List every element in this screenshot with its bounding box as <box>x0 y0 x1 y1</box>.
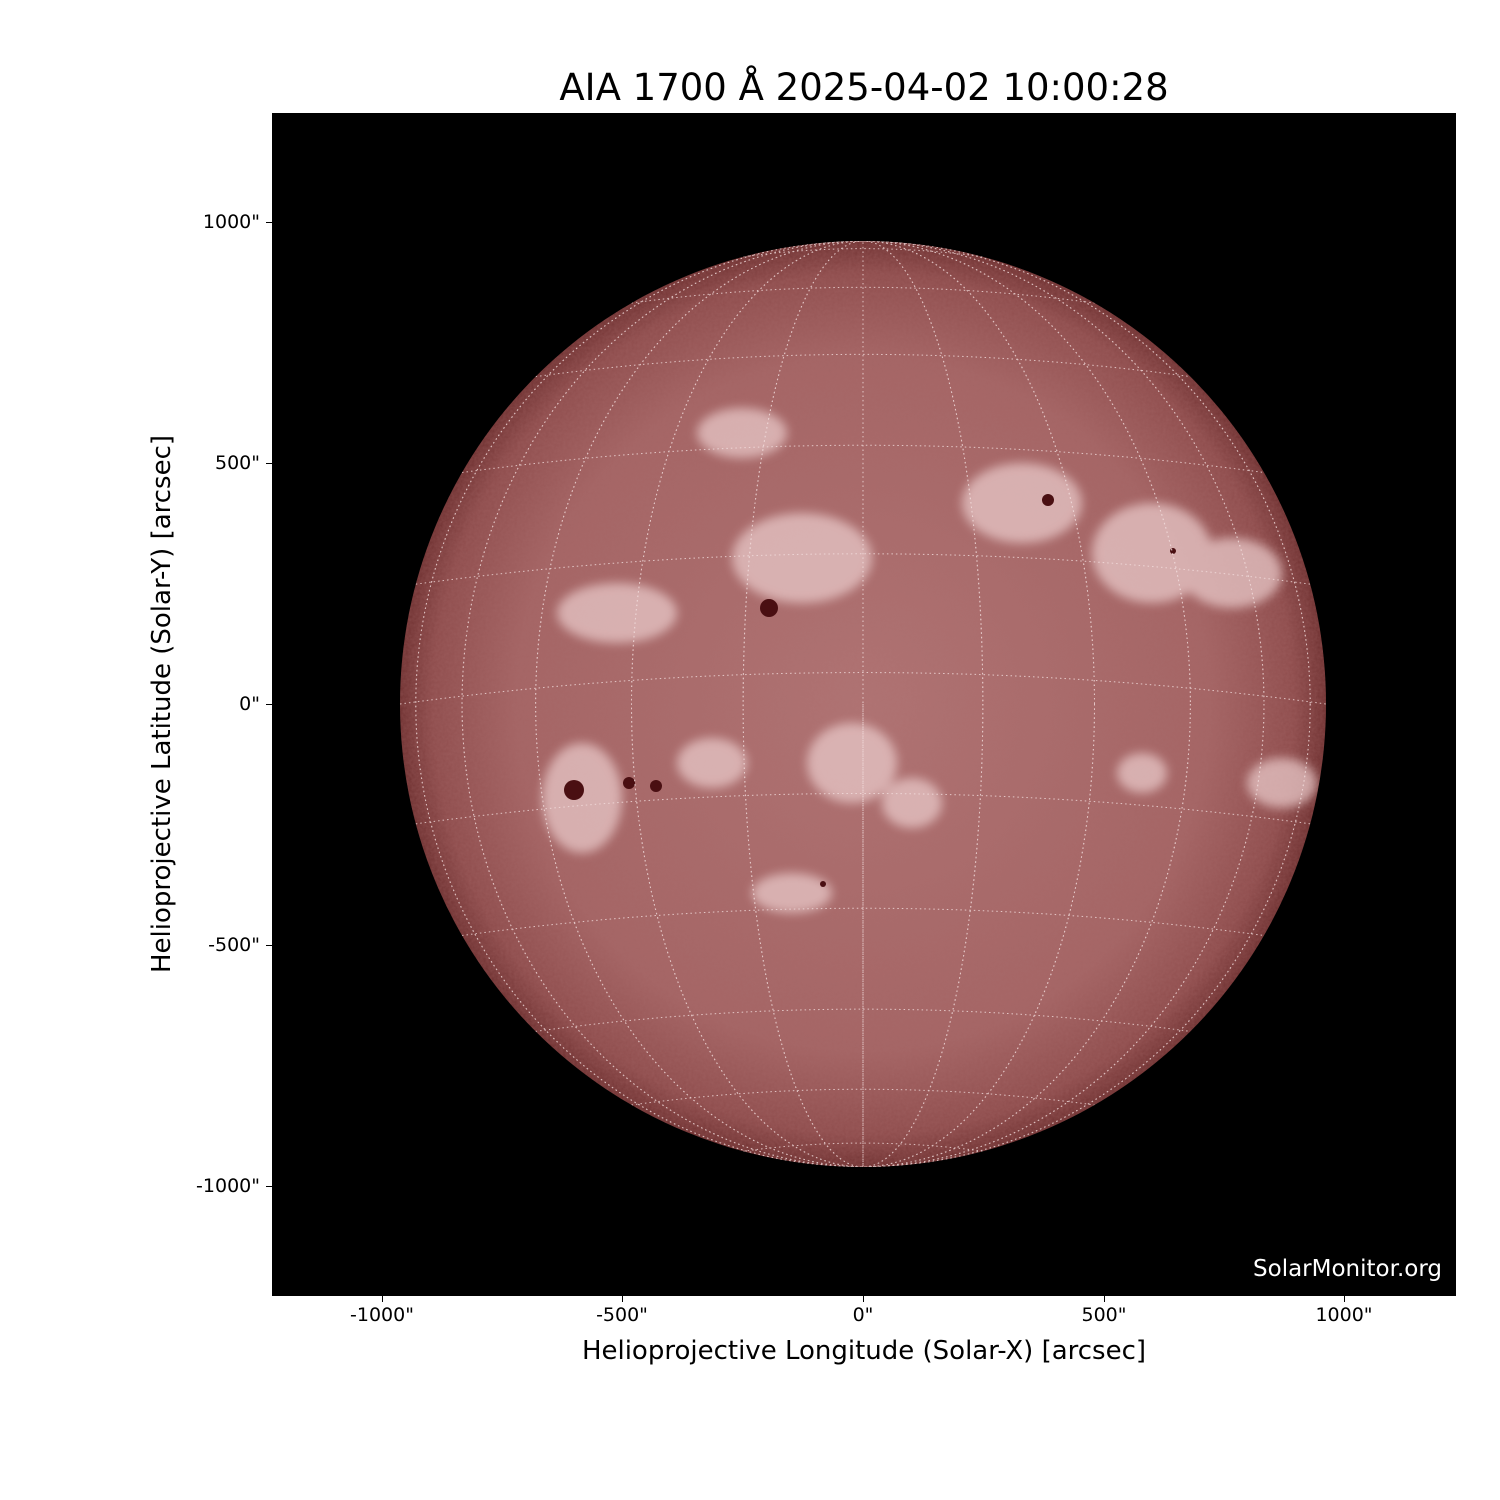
plage-region <box>557 583 677 643</box>
plot-title: AIA 1700 Å 2025-04-02 10:00:28 <box>559 66 1169 109</box>
plage-region <box>537 245 607 281</box>
sunspot <box>820 881 826 887</box>
grid-parallel <box>535 1008 1191 1032</box>
x-tick-label: -1000" <box>350 1304 414 1326</box>
x-tick-mark <box>1104 1296 1105 1302</box>
plage-region <box>1092 503 1212 603</box>
y-tick-mark <box>266 945 272 946</box>
y-tick-label: 0" <box>239 693 260 715</box>
x-tick-mark <box>622 1296 623 1302</box>
grid-meridian <box>535 241 1191 1167</box>
sunspot <box>623 777 635 789</box>
y-tick-mark <box>266 463 272 464</box>
x-tick-mark <box>863 1296 864 1302</box>
sunspot <box>760 599 778 617</box>
plage-region <box>1117 753 1167 793</box>
grid-meridian <box>631 241 1095 1167</box>
y-tick-label: 500" <box>214 452 260 474</box>
solar-disk-image <box>400 241 1326 1167</box>
x-axis-label: Helioprojective Longitude (Solar-X) [arc… <box>581 1336 1147 1366</box>
grid-parallel <box>631 286 1095 304</box>
y-tick-mark <box>266 1186 272 1187</box>
plage-region <box>542 743 622 853</box>
sunspot <box>1042 494 1054 506</box>
y-tick-label: 1000" <box>202 211 260 233</box>
x-tick-label: 1000" <box>1315 1304 1373 1326</box>
y-axis-label: Helioprojective Latitude (Solar-Y) [arcs… <box>147 434 177 974</box>
grid-parallel <box>400 672 1326 705</box>
y-tick-mark <box>266 704 272 705</box>
y-tick-label: -1000" <box>196 1175 260 1197</box>
sunspot <box>650 780 662 792</box>
heliographic-grid <box>400 241 1326 1167</box>
grid-parallel <box>631 1088 1095 1106</box>
y-tick-label: -500" <box>208 934 260 956</box>
sunspot <box>1170 548 1176 554</box>
plage-region <box>962 463 1082 543</box>
grid-parallel <box>535 353 1191 378</box>
x-tick-label: -500" <box>596 1304 648 1326</box>
plage-region <box>1182 538 1282 608</box>
sunspot <box>564 780 584 800</box>
solar-image-axes <box>272 113 1456 1296</box>
x-tick-mark <box>1344 1296 1345 1302</box>
watermark: SolarMonitor.org <box>1253 1256 1442 1282</box>
plage-region <box>732 513 872 603</box>
plage-region <box>677 738 747 788</box>
plage-region <box>752 873 832 913</box>
plage-region <box>882 778 942 828</box>
plage-region <box>697 408 787 458</box>
x-tick-label: 0" <box>852 1304 874 1326</box>
plage-region <box>1247 758 1317 808</box>
y-tick-mark <box>266 222 272 223</box>
x-tick-mark <box>382 1296 383 1302</box>
grid-meridian <box>461 241 1265 1167</box>
plage-region <box>807 723 897 803</box>
x-tick-label: 500" <box>1081 1304 1127 1326</box>
grid-meridian <box>742 241 984 1167</box>
grid-meridian <box>415 241 1311 1167</box>
